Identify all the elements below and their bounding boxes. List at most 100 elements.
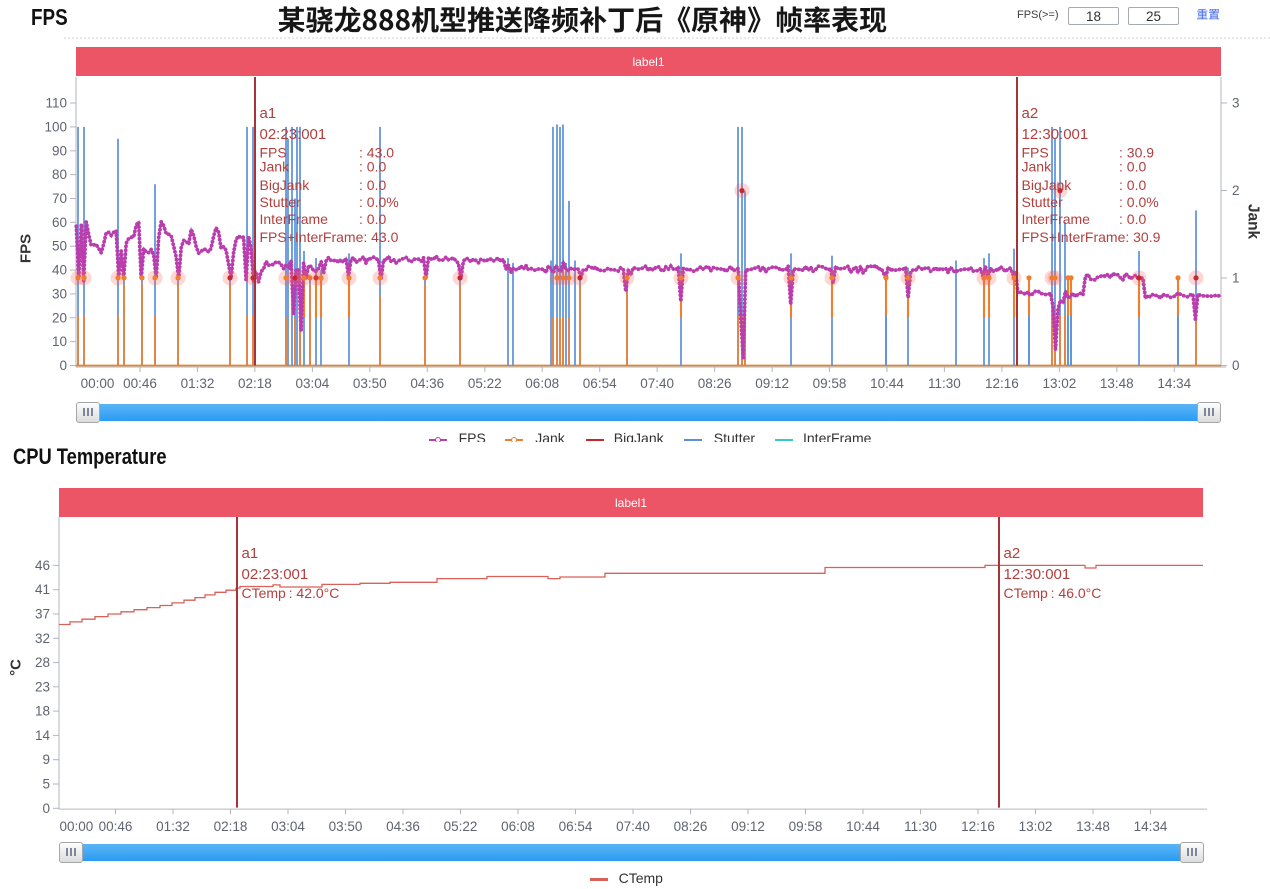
svg-text:02:23:001: 02:23:001 [242, 566, 309, 583]
svg-text:FPS+InterFrame: 43.0: FPS+InterFrame: 43.0 [260, 229, 399, 245]
svg-text:10:44: 10:44 [870, 376, 904, 391]
svg-text:04:36: 04:36 [410, 376, 444, 391]
svg-text:Jank: Jank [260, 159, 291, 175]
svg-text:46: 46 [35, 558, 50, 573]
svg-text:13:02: 13:02 [1043, 376, 1077, 391]
svg-text:9: 9 [42, 752, 50, 767]
svg-text:03:04: 03:04 [271, 819, 305, 834]
svg-text:02:18: 02:18 [238, 376, 272, 391]
svg-text:08:26: 08:26 [674, 819, 708, 834]
svg-text:03:50: 03:50 [353, 376, 387, 391]
svg-text:: 0.0: : 0.0 [359, 211, 386, 227]
svg-text:2: 2 [1232, 183, 1240, 198]
svg-text:06:08: 06:08 [525, 376, 559, 391]
svg-text:05:22: 05:22 [468, 376, 502, 391]
svg-text:00:46: 00:46 [123, 376, 157, 391]
svg-text:12:16: 12:16 [985, 376, 1019, 391]
svg-text:02:18: 02:18 [214, 819, 248, 834]
svg-text:40: 40 [52, 263, 67, 278]
svg-text:1: 1 [1232, 271, 1240, 286]
svg-text:0: 0 [1232, 358, 1240, 373]
svg-text:Jank: Jank [1245, 204, 1262, 240]
svg-text:02:23:001: 02:23:001 [260, 126, 327, 143]
svg-text:00:46: 00:46 [99, 819, 133, 834]
svg-text:60: 60 [52, 215, 67, 230]
svg-text:03:04: 03:04 [296, 376, 330, 391]
svg-text:13:48: 13:48 [1100, 376, 1134, 391]
svg-text:04:36: 04:36 [386, 819, 420, 834]
svg-text:09:58: 09:58 [789, 819, 823, 834]
svg-text:00:00: 00:00 [60, 819, 94, 834]
svg-text:06:54: 06:54 [559, 819, 593, 834]
svg-text:FPS: FPS [260, 145, 287, 161]
svg-text:InterFrame: InterFrame [260, 211, 329, 227]
svg-text:03:50: 03:50 [329, 819, 363, 834]
svg-text:3: 3 [1232, 96, 1240, 111]
svg-text:0: 0 [59, 358, 67, 373]
svg-text:05:22: 05:22 [444, 819, 478, 834]
svg-text:°C: °C [8, 659, 25, 676]
svg-text:12:30:001: 12:30:001 [1022, 126, 1089, 143]
svg-text:14:34: 14:34 [1157, 376, 1191, 391]
svg-text:a1: a1 [260, 105, 277, 122]
svg-text:: 0.0%: : 0.0% [359, 194, 399, 210]
svg-text:07:40: 07:40 [640, 376, 674, 391]
svg-text:InterFrame: InterFrame [1022, 211, 1091, 227]
svg-text:10: 10 [52, 334, 67, 349]
svg-text:5: 5 [42, 777, 50, 792]
svg-text:11:30: 11:30 [928, 376, 961, 391]
svg-text:FPS: FPS [1022, 145, 1049, 161]
svg-text:110: 110 [45, 96, 67, 111]
svg-text:11:30: 11:30 [904, 819, 937, 834]
svg-text:CTemp : 46.0°C: CTemp : 46.0°C [1004, 585, 1102, 601]
svg-text:Jank: Jank [1022, 159, 1053, 175]
svg-text:14: 14 [35, 728, 51, 743]
svg-text:a2: a2 [1004, 545, 1021, 562]
svg-text:50: 50 [52, 239, 67, 254]
svg-text:: 0.0: : 0.0 [1119, 177, 1146, 193]
svg-text:28: 28 [35, 655, 50, 670]
svg-text:70: 70 [52, 191, 67, 206]
svg-text:90: 90 [52, 143, 67, 158]
svg-text:Stutter: Stutter [1022, 194, 1064, 210]
svg-text:: 0.0: : 0.0 [359, 159, 386, 175]
svg-text:14:34: 14:34 [1134, 819, 1168, 834]
svg-text:10:44: 10:44 [846, 819, 880, 834]
svg-text:CTemp : 42.0°C: CTemp : 42.0°C [242, 585, 340, 601]
svg-text:13:02: 13:02 [1019, 819, 1053, 834]
svg-text:01:32: 01:32 [156, 819, 190, 834]
svg-text:0: 0 [42, 801, 50, 816]
svg-text:41: 41 [35, 582, 50, 597]
svg-text:37: 37 [35, 607, 50, 622]
svg-text:80: 80 [52, 167, 67, 182]
svg-text:BigJank: BigJank [260, 177, 311, 193]
svg-text:18: 18 [35, 704, 50, 719]
svg-text:FPS: FPS [18, 234, 35, 263]
svg-text:12:16: 12:16 [961, 819, 995, 834]
svg-text:: 0.0: : 0.0 [359, 177, 386, 193]
svg-text:12:30:001: 12:30:001 [1004, 566, 1071, 583]
svg-text:20: 20 [52, 310, 67, 325]
svg-text:07:40: 07:40 [616, 819, 650, 834]
svg-text:32: 32 [35, 631, 50, 646]
svg-text:100: 100 [44, 119, 67, 134]
svg-text:01:32: 01:32 [181, 376, 215, 391]
svg-text:06:08: 06:08 [501, 819, 535, 834]
svg-text:09:58: 09:58 [813, 376, 847, 391]
svg-text:: 0.0%: : 0.0% [1119, 194, 1159, 210]
svg-text:a1: a1 [242, 545, 259, 562]
svg-text:09:12: 09:12 [731, 819, 765, 834]
svg-text:00:00: 00:00 [81, 376, 115, 391]
svg-text:: 30.9: : 30.9 [1119, 145, 1154, 161]
svg-text:Stutter: Stutter [260, 194, 302, 210]
svg-text:a2: a2 [1022, 105, 1039, 122]
svg-text:30: 30 [52, 286, 67, 301]
svg-text:23: 23 [35, 679, 50, 694]
svg-text:09:12: 09:12 [755, 376, 789, 391]
svg-text:08:26: 08:26 [698, 376, 732, 391]
svg-text:: 0.0: : 0.0 [1119, 159, 1146, 175]
svg-text:: 0.0: : 0.0 [1119, 211, 1146, 227]
svg-text:FPS+InterFrame: 30.9: FPS+InterFrame: 30.9 [1022, 229, 1161, 245]
svg-text:BigJank: BigJank [1022, 177, 1073, 193]
svg-text:13:48: 13:48 [1076, 819, 1110, 834]
